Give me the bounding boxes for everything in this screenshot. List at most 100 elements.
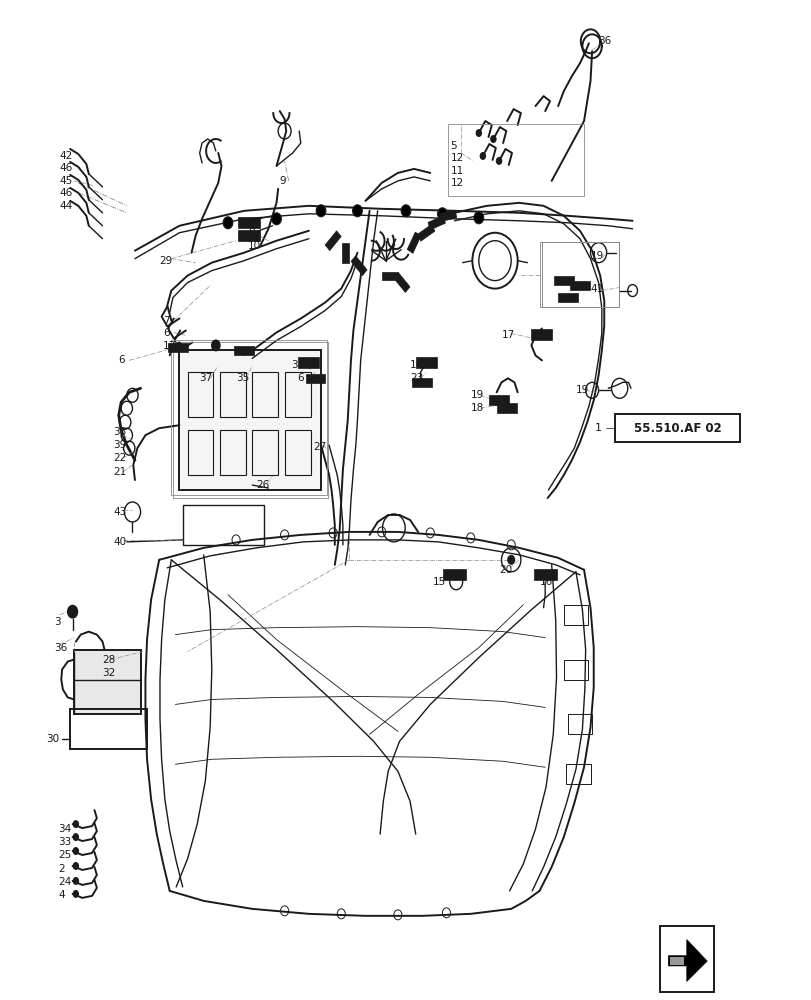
Bar	[539, 242, 618, 307]
Bar	[285, 372, 310, 417]
Text: 25: 25	[58, 850, 71, 860]
Text: 36: 36	[54, 643, 67, 653]
Bar	[448, 124, 583, 196]
Circle shape	[72, 833, 79, 841]
Bar	[563, 605, 587, 625]
Text: 1: 1	[594, 423, 601, 433]
Bar	[659, 926, 713, 992]
Bar	[252, 430, 278, 475]
Polygon shape	[393, 273, 410, 292]
Bar	[252, 372, 278, 417]
Text: 46: 46	[59, 163, 73, 173]
Text: 39: 39	[113, 440, 127, 450]
Text: 27: 27	[312, 442, 326, 452]
Circle shape	[507, 555, 515, 565]
Circle shape	[72, 847, 79, 855]
Circle shape	[72, 890, 79, 898]
Circle shape	[72, 877, 79, 885]
Text: 31: 31	[290, 360, 304, 370]
Bar	[74, 650, 140, 714]
Text: 44: 44	[59, 201, 73, 211]
Circle shape	[496, 157, 502, 165]
Polygon shape	[553, 276, 573, 285]
Text: 36: 36	[598, 36, 611, 46]
Text: 41: 41	[590, 284, 603, 294]
Text: 6: 6	[118, 355, 125, 365]
Circle shape	[401, 205, 410, 217]
Bar	[187, 372, 213, 417]
Polygon shape	[497, 403, 517, 413]
Polygon shape	[305, 374, 324, 383]
Text: 30: 30	[46, 734, 59, 744]
Text: 32: 32	[102, 668, 116, 678]
Polygon shape	[234, 346, 254, 355]
Circle shape	[352, 205, 362, 217]
Text: 43: 43	[113, 507, 127, 517]
Polygon shape	[667, 940, 706, 981]
Bar	[187, 430, 213, 475]
Text: 34: 34	[58, 824, 71, 834]
Text: 38: 38	[113, 427, 127, 437]
Text: 46: 46	[59, 188, 73, 198]
Polygon shape	[412, 378, 431, 387]
Text: 5: 5	[450, 141, 457, 151]
Text: 28: 28	[102, 655, 116, 665]
Polygon shape	[350, 256, 367, 276]
Polygon shape	[417, 224, 435, 241]
Text: 15: 15	[432, 577, 445, 587]
Polygon shape	[427, 216, 445, 230]
Polygon shape	[569, 281, 589, 290]
Bar	[171, 340, 326, 495]
Circle shape	[315, 205, 325, 217]
Circle shape	[72, 820, 79, 828]
Text: 40: 40	[113, 537, 126, 547]
Text: 24: 24	[58, 877, 71, 887]
Text: 11: 11	[450, 166, 463, 176]
Text: 3: 3	[54, 617, 61, 627]
Text: 21: 21	[113, 467, 127, 477]
Text: 7: 7	[163, 316, 169, 326]
Bar	[220, 372, 246, 417]
Bar	[563, 660, 587, 680]
Circle shape	[223, 217, 233, 229]
Text: 35: 35	[236, 373, 249, 383]
Text: 8: 8	[248, 228, 255, 238]
Bar	[614, 414, 740, 442]
Polygon shape	[381, 272, 397, 280]
Circle shape	[72, 862, 79, 870]
Text: 42: 42	[59, 151, 73, 161]
Polygon shape	[489, 395, 508, 405]
Polygon shape	[298, 357, 319, 368]
Polygon shape	[238, 230, 260, 241]
Polygon shape	[669, 957, 684, 965]
Text: 16: 16	[539, 577, 552, 587]
Polygon shape	[533, 569, 556, 580]
Polygon shape	[341, 243, 348, 263]
Text: 26: 26	[256, 480, 269, 490]
Bar	[179, 350, 320, 490]
Bar	[220, 430, 246, 475]
Bar	[173, 342, 327, 498]
Circle shape	[437, 208, 447, 220]
Text: 6: 6	[163, 328, 169, 338]
Text: 17: 17	[501, 330, 514, 340]
Polygon shape	[407, 232, 420, 253]
Text: 29: 29	[159, 256, 172, 266]
Text: 19: 19	[575, 385, 589, 395]
Text: 18: 18	[470, 403, 483, 413]
Polygon shape	[439, 210, 456, 221]
Text: 12: 12	[450, 153, 463, 163]
Polygon shape	[324, 231, 341, 251]
Text: 33: 33	[58, 837, 71, 847]
Text: 22: 22	[113, 453, 127, 463]
Text: 4: 4	[58, 890, 65, 900]
Bar	[541, 242, 618, 307]
Text: 20: 20	[499, 565, 512, 575]
Circle shape	[272, 213, 281, 225]
Circle shape	[475, 129, 482, 137]
Text: 45: 45	[59, 176, 73, 186]
Bar	[565, 764, 590, 784]
Text: 2: 2	[58, 864, 65, 874]
Circle shape	[211, 339, 221, 351]
Circle shape	[479, 152, 486, 160]
